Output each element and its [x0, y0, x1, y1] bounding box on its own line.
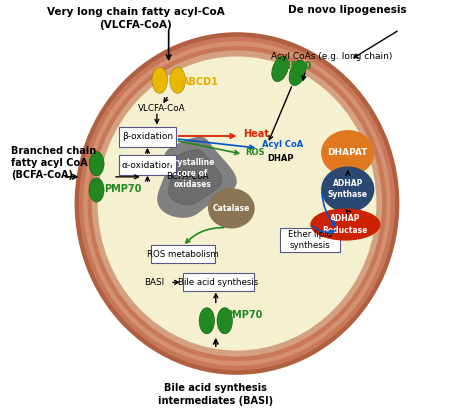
- Text: Crystalline
core of
oxidases: Crystalline core of oxidases: [169, 158, 215, 189]
- Polygon shape: [169, 150, 222, 205]
- Text: Ether lipid
synthesis: Ether lipid synthesis: [288, 230, 332, 250]
- Ellipse shape: [89, 152, 104, 176]
- Text: DHAPAT: DHAPAT: [328, 148, 368, 157]
- Ellipse shape: [217, 308, 233, 334]
- Text: ROS metabolism: ROS metabolism: [147, 250, 219, 259]
- Text: BASI: BASI: [144, 278, 164, 287]
- Ellipse shape: [199, 308, 215, 334]
- Text: PMP70: PMP70: [225, 310, 262, 320]
- Ellipse shape: [88, 46, 386, 361]
- Text: DHAP: DHAP: [268, 154, 294, 163]
- Text: ROS: ROS: [246, 148, 265, 157]
- Ellipse shape: [92, 50, 382, 357]
- FancyBboxPatch shape: [280, 228, 340, 252]
- Text: β-oxidation: β-oxidation: [122, 132, 173, 141]
- Ellipse shape: [170, 67, 185, 94]
- FancyBboxPatch shape: [151, 245, 215, 263]
- Text: De novo lipogenesis: De novo lipogenesis: [288, 5, 407, 15]
- Ellipse shape: [289, 60, 306, 86]
- Text: PMP70: PMP70: [104, 185, 142, 194]
- Ellipse shape: [74, 32, 400, 375]
- Text: Heat: Heat: [243, 129, 269, 139]
- Ellipse shape: [83, 41, 391, 366]
- Text: ADHAP
Synthase: ADHAP Synthase: [328, 179, 368, 199]
- Text: Catalase: Catalase: [213, 204, 250, 213]
- Text: Very long chain fatty acyl-CoA
(VLCFA-CoA): Very long chain fatty acyl-CoA (VLCFA-Co…: [47, 7, 225, 30]
- Text: ABCD1: ABCD1: [182, 77, 219, 87]
- Ellipse shape: [311, 209, 380, 240]
- Ellipse shape: [89, 178, 104, 202]
- FancyBboxPatch shape: [119, 127, 176, 147]
- Circle shape: [322, 131, 374, 175]
- FancyBboxPatch shape: [119, 155, 176, 175]
- FancyBboxPatch shape: [182, 274, 254, 291]
- Circle shape: [322, 167, 374, 212]
- Polygon shape: [158, 137, 236, 217]
- Text: ADHAP
Reductase: ADHAP Reductase: [323, 215, 368, 234]
- Ellipse shape: [79, 37, 395, 370]
- Circle shape: [209, 189, 254, 228]
- Text: Branched chain
fatty acyl CoA
(BCFA-CoA): Branched chain fatty acyl CoA (BCFA-CoA): [11, 146, 96, 180]
- Text: VLCFA-CoA: VLCFA-CoA: [138, 103, 185, 112]
- Ellipse shape: [152, 67, 167, 94]
- Text: PMP70: PMP70: [274, 61, 311, 71]
- Text: Bile acid synthesis
intermediates (BASI): Bile acid synthesis intermediates (BASI): [158, 384, 273, 406]
- Text: Acyl CoA: Acyl CoA: [262, 140, 303, 150]
- Ellipse shape: [98, 56, 376, 351]
- Text: Bile acid synthesis: Bile acid synthesis: [178, 278, 258, 287]
- Text: α-oxidation: α-oxidation: [122, 161, 173, 170]
- Ellipse shape: [272, 56, 289, 82]
- Text: BCFA-CoA: BCFA-CoA: [166, 172, 209, 181]
- Text: Acyl CoAs (e.g. long chain): Acyl CoAs (e.g. long chain): [271, 52, 392, 61]
